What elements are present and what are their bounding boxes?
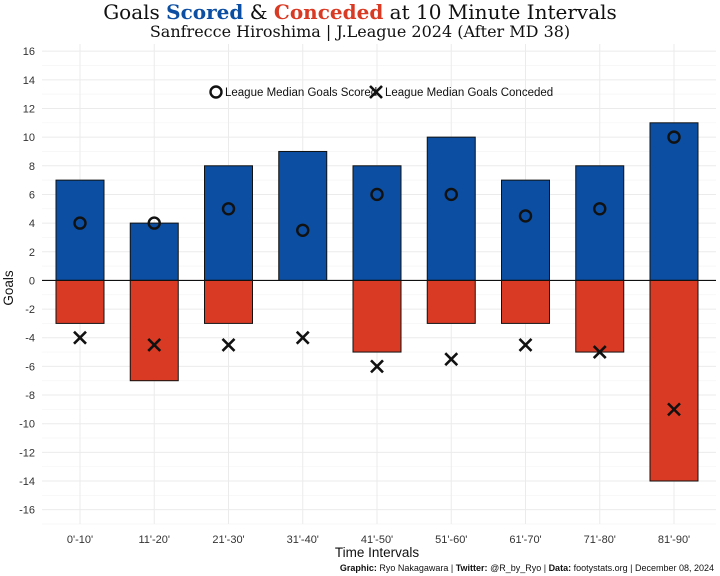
x-tick-label: 51'-60' [435,534,467,546]
bar-scored [129,222,179,281]
x-tick-label: 61'-70' [509,534,541,546]
bar-conceded [575,279,625,353]
caption-data-value: footystats.org | December 08, 2024 [571,563,714,573]
chart-subtitle: Sanfrecce Hiroshima | J.League 2024 (Aft… [149,22,571,41]
legend-label-scored: League Median Goals Scored [225,87,377,99]
legend-circle-marker [209,85,223,99]
title-part-3: at 10 Minute Intervals [383,0,617,24]
y-tick-label: 12 [23,103,35,115]
y-tick-label: 6 [29,189,35,201]
caption-twitter-label: Twitter: [455,563,488,573]
median-scored-point [444,187,458,202]
x-tick-label: 81'-90' [658,534,690,546]
legend: League Median Goals Scored League Median… [209,85,553,99]
title-part-2: & [243,0,274,24]
bar-conceded [129,279,179,382]
median-scored-point [518,209,533,223]
median-scored-point [370,187,384,202]
median-conceded-point [444,352,459,367]
y-tick-label: -12 [19,447,35,459]
y-axis-label: Goals [1,270,16,306]
median-conceded-point [147,337,162,352]
median-conceded-point [667,402,681,417]
median-markers [73,130,681,417]
grid-lines [42,44,716,525]
median-scored-point [147,216,161,230]
median-scored-point [667,130,681,144]
median-conceded-point [518,337,533,352]
median-conceded-point [295,330,310,345]
x-tick-label: 31'-40' [287,534,319,546]
bar-conceded [352,279,402,353]
x-tick-label: 0'-10' [67,534,93,546]
x-tick-label: 11'-20' [138,534,170,546]
bar-conceded [204,279,253,324]
caption-graphic-label: Graphic: [339,563,377,573]
x-axis-label: Time Intervals [335,545,420,560]
y-tick-label: -4 [25,333,35,345]
x-tick-label: 21'-30' [212,534,244,546]
y-tick-label: -14 [19,476,35,488]
y-tick-label: 2 [29,247,35,259]
x-tick-label: 41'-50' [361,534,393,546]
bar-scored [575,165,625,281]
bar-scored [55,179,105,281]
bar-scored [204,165,253,281]
title-scored-word: Scored [166,0,244,24]
y-tick-label: 10 [23,132,35,144]
median-scored-point [73,216,87,230]
caption: Graphic: Ryo Nakagawara | Twitter: @R_by… [340,563,714,573]
bar-scored [352,165,402,281]
median-scored-point [593,202,607,216]
y-tick-label: 0 [29,275,35,287]
y-tick-label: 4 [29,218,35,230]
bar-scored [426,136,476,281]
caption-graphic-value: Ryo Nakagawara | [376,563,456,573]
y-tick-label: -16 [19,505,35,517]
axes: 16 14 12 10 8 6 4 2 0 -2 -4 -6 -8 -10 -12 -14 -16 0'-10' 1… [19,46,690,546]
bar-conceded [55,279,105,324]
y-tick-label: 14 [23,75,35,87]
bar-conceded [649,279,699,482]
y-tick-label: -6 [25,361,35,373]
median-scored-point [296,223,310,237]
chart-title: Goals Scored & Conceded at 10 Minute Int… [0,0,720,24]
median-conceded-point [592,345,607,359]
bar-scored [649,122,699,281]
x-tick-label: 71'-80' [584,534,616,546]
median-scored-point [221,202,236,216]
legend-x-marker [369,85,383,99]
y-tick-label: -8 [25,390,35,402]
y-tick-label: -10 [19,419,35,431]
title-conceded-word: Conceded [273,0,384,24]
bar-conceded [501,279,550,324]
median-conceded-point [73,330,87,345]
bar-scored [501,179,550,281]
median-conceded-point [221,337,236,352]
y-tick-label: 8 [29,161,35,173]
bar-conceded [426,279,476,324]
y-tick-label: 16 [23,46,35,58]
caption-twitter-value: @R_by_Ryo | [487,563,549,573]
legend-label-conceded: League Median Goals Conceded [385,87,553,99]
median-conceded-point [370,359,384,374]
title-part-1: Goals [103,0,167,24]
bar-scored [278,150,328,281]
y-tick-label: -2 [25,304,35,316]
caption-data-label: Data: [548,563,572,573]
